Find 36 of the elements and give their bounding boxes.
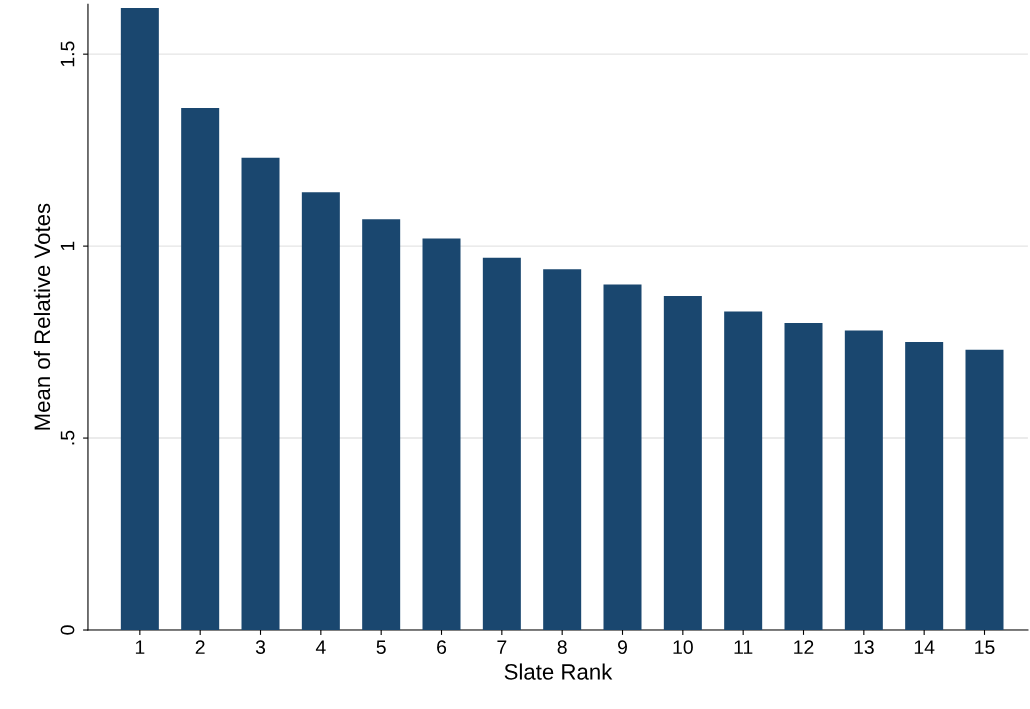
x-tick-label: 4 bbox=[315, 640, 326, 654]
bar bbox=[301, 192, 340, 631]
bar bbox=[784, 322, 823, 631]
bar bbox=[844, 330, 883, 631]
bar bbox=[482, 257, 521, 631]
x-tick-label: 10 bbox=[673, 640, 693, 655]
y-axis-title: Mean of Relative Votes bbox=[33, 203, 51, 430]
bar bbox=[965, 349, 1004, 631]
x-tick-label: 13 bbox=[854, 640, 874, 655]
bar bbox=[181, 107, 220, 631]
x-tick-label: 14 bbox=[914, 640, 935, 654]
x-tick-label: 15 bbox=[975, 640, 995, 655]
x-tick-label: 9 bbox=[618, 640, 627, 655]
x-axis-title: Slate Rank bbox=[504, 663, 613, 680]
x-tick-label: 7 bbox=[497, 640, 507, 654]
y-tick-label: 1.5 bbox=[60, 41, 75, 67]
x-tick-label: 3 bbox=[255, 640, 266, 655]
bar bbox=[543, 269, 582, 631]
bar bbox=[905, 342, 944, 631]
x-tick-label: 5 bbox=[376, 640, 386, 655]
y-tick-label: 0 bbox=[60, 625, 75, 635]
bar bbox=[241, 157, 280, 631]
x-tick-label: 6 bbox=[437, 640, 447, 655]
x-tick-label: 11 bbox=[734, 640, 753, 654]
x-tick-label: 2 bbox=[195, 640, 205, 654]
x-tick-label: 1 bbox=[135, 640, 145, 654]
x-tick-label: 12 bbox=[794, 640, 814, 654]
y-tick-label: .5 bbox=[60, 430, 75, 445]
x-tick-label: 8 bbox=[557, 640, 567, 655]
bar bbox=[422, 238, 461, 631]
bar bbox=[603, 284, 642, 631]
bar bbox=[362, 219, 401, 631]
bar bbox=[724, 311, 763, 631]
y-tick-label: 1 bbox=[60, 241, 75, 251]
bar bbox=[120, 8, 159, 631]
bar bbox=[663, 296, 702, 631]
